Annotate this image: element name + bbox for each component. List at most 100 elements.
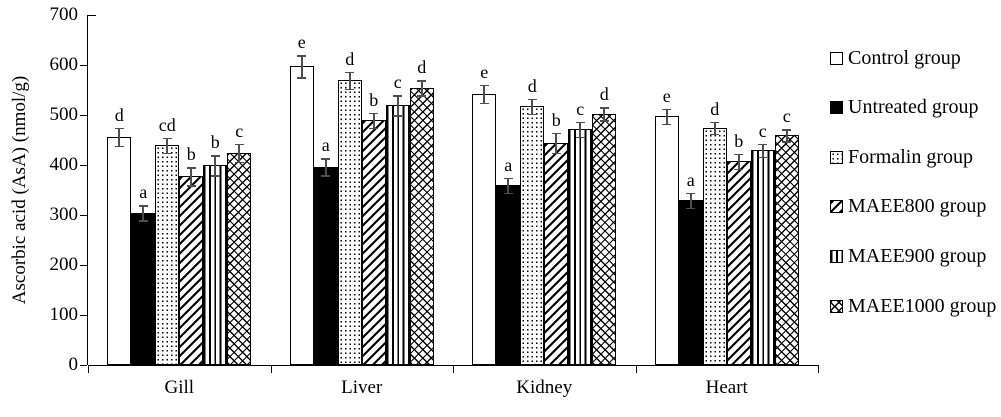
y-tick-label: 200 — [49, 254, 79, 275]
y-tick — [80, 365, 87, 367]
legend-item: MAEE900 group — [830, 244, 986, 268]
bar — [702, 127, 727, 365]
error-bar-cap — [138, 220, 148, 222]
significance-letter: d — [527, 75, 537, 96]
bar — [337, 80, 362, 365]
bar — [313, 166, 338, 365]
error-bar-cap — [758, 143, 768, 146]
y-tick-label: 700 — [49, 4, 79, 25]
legend-item: Untreated group — [830, 96, 979, 120]
significance-letter: b — [210, 132, 220, 152]
bar — [179, 176, 204, 365]
error-bar-cap — [417, 95, 427, 97]
significance-letter: d — [710, 98, 720, 119]
bar — [131, 212, 156, 365]
error-bar-cap — [479, 84, 489, 87]
bar — [726, 161, 751, 365]
error-bar-cap — [297, 55, 307, 57]
x-tick-label: Gill — [164, 377, 195, 398]
bar — [568, 129, 593, 365]
error-bar-cap — [575, 136, 585, 139]
error-bar-cap — [162, 137, 172, 140]
y-tick — [88, 15, 96, 17]
bar — [472, 93, 497, 365]
y-tick — [80, 65, 87, 67]
legend-item: Control group — [830, 46, 961, 70]
error-bar-cap — [162, 152, 172, 155]
error-bar-line — [372, 112, 375, 128]
legend-key-dots-swatch — [830, 150, 843, 164]
x-tick — [453, 365, 455, 373]
y-tick-label: 600 — [49, 54, 79, 75]
bar — [520, 106, 545, 365]
y-tick — [80, 265, 87, 267]
error-bar-cap — [551, 152, 561, 155]
significance-letter: e — [297, 32, 306, 52]
error-bar-line — [603, 107, 606, 120]
bar — [750, 150, 775, 365]
error-bar-cap — [345, 88, 355, 91]
bar — [203, 165, 228, 365]
bar — [385, 105, 410, 365]
significance-letter: c — [782, 106, 791, 126]
error-bar-cap — [662, 108, 672, 111]
y-tick — [80, 315, 87, 317]
error-bar-line — [118, 127, 121, 146]
error-bar-cap — [710, 133, 720, 136]
x-tick — [270, 365, 272, 373]
error-bar-line — [483, 84, 486, 103]
significance-letter: cd — [158, 114, 176, 135]
x-tick — [818, 365, 820, 373]
legend-label: MAEE1000 group — [848, 294, 997, 317]
x-tick — [88, 365, 90, 373]
y-tick-label: 100 — [49, 304, 79, 325]
bar — [592, 113, 617, 365]
bar — [289, 66, 314, 365]
y-tick-label: 400 — [49, 154, 79, 175]
bar — [227, 152, 252, 365]
error-bar-cap — [186, 185, 196, 187]
error-bar-cap — [599, 120, 609, 122]
error-bar-cap — [321, 158, 331, 160]
significance-letter: c — [393, 72, 402, 92]
x-tick-label: Heart — [705, 377, 748, 398]
error-bar-line — [737, 153, 740, 169]
legend-label: Untreated group — [848, 96, 979, 119]
significance-letter: d — [114, 104, 124, 125]
legend-key-diag-swatch — [830, 200, 843, 214]
error-bar-cap — [782, 129, 792, 131]
significance-letter: a — [686, 169, 695, 190]
error-bar-cap — [782, 141, 792, 143]
error-bar-cap — [527, 98, 537, 101]
significance-letter: e — [662, 85, 671, 106]
error-bar-cap — [479, 102, 489, 105]
error-bar-line — [420, 80, 423, 95]
x-tick-label: Kidney — [516, 377, 573, 398]
significance-letter: e — [480, 61, 489, 82]
error-bar-line — [531, 98, 534, 114]
error-bar-cap — [599, 107, 609, 109]
error-bar-cap — [186, 167, 196, 169]
error-bar-cap — [734, 168, 744, 171]
bar — [361, 120, 386, 365]
error-bar-cap — [393, 95, 403, 97]
legend-key-solid-swatch — [830, 101, 843, 115]
legend-label: MAEE900 group — [848, 244, 987, 267]
error-bar-cap — [686, 192, 696, 195]
error-bar-line — [142, 205, 145, 220]
significance-letter: a — [321, 135, 330, 155]
significance-letter: b — [551, 109, 561, 130]
legend-key-vert-swatch — [830, 249, 843, 263]
bar — [409, 87, 434, 365]
error-bar-cap — [114, 145, 124, 148]
error-bar-cap — [321, 175, 331, 177]
error-bar-line — [238, 143, 241, 162]
significance-letter: c — [235, 120, 244, 141]
y-tick-label: 500 — [49, 104, 79, 125]
y-axis-line — [87, 15, 89, 365]
significance-letter: a — [504, 154, 513, 175]
error-bar-cap — [297, 77, 307, 79]
significance-letter: c — [576, 98, 585, 119]
bar — [544, 142, 569, 365]
x-tick-label: Liver — [341, 377, 383, 398]
